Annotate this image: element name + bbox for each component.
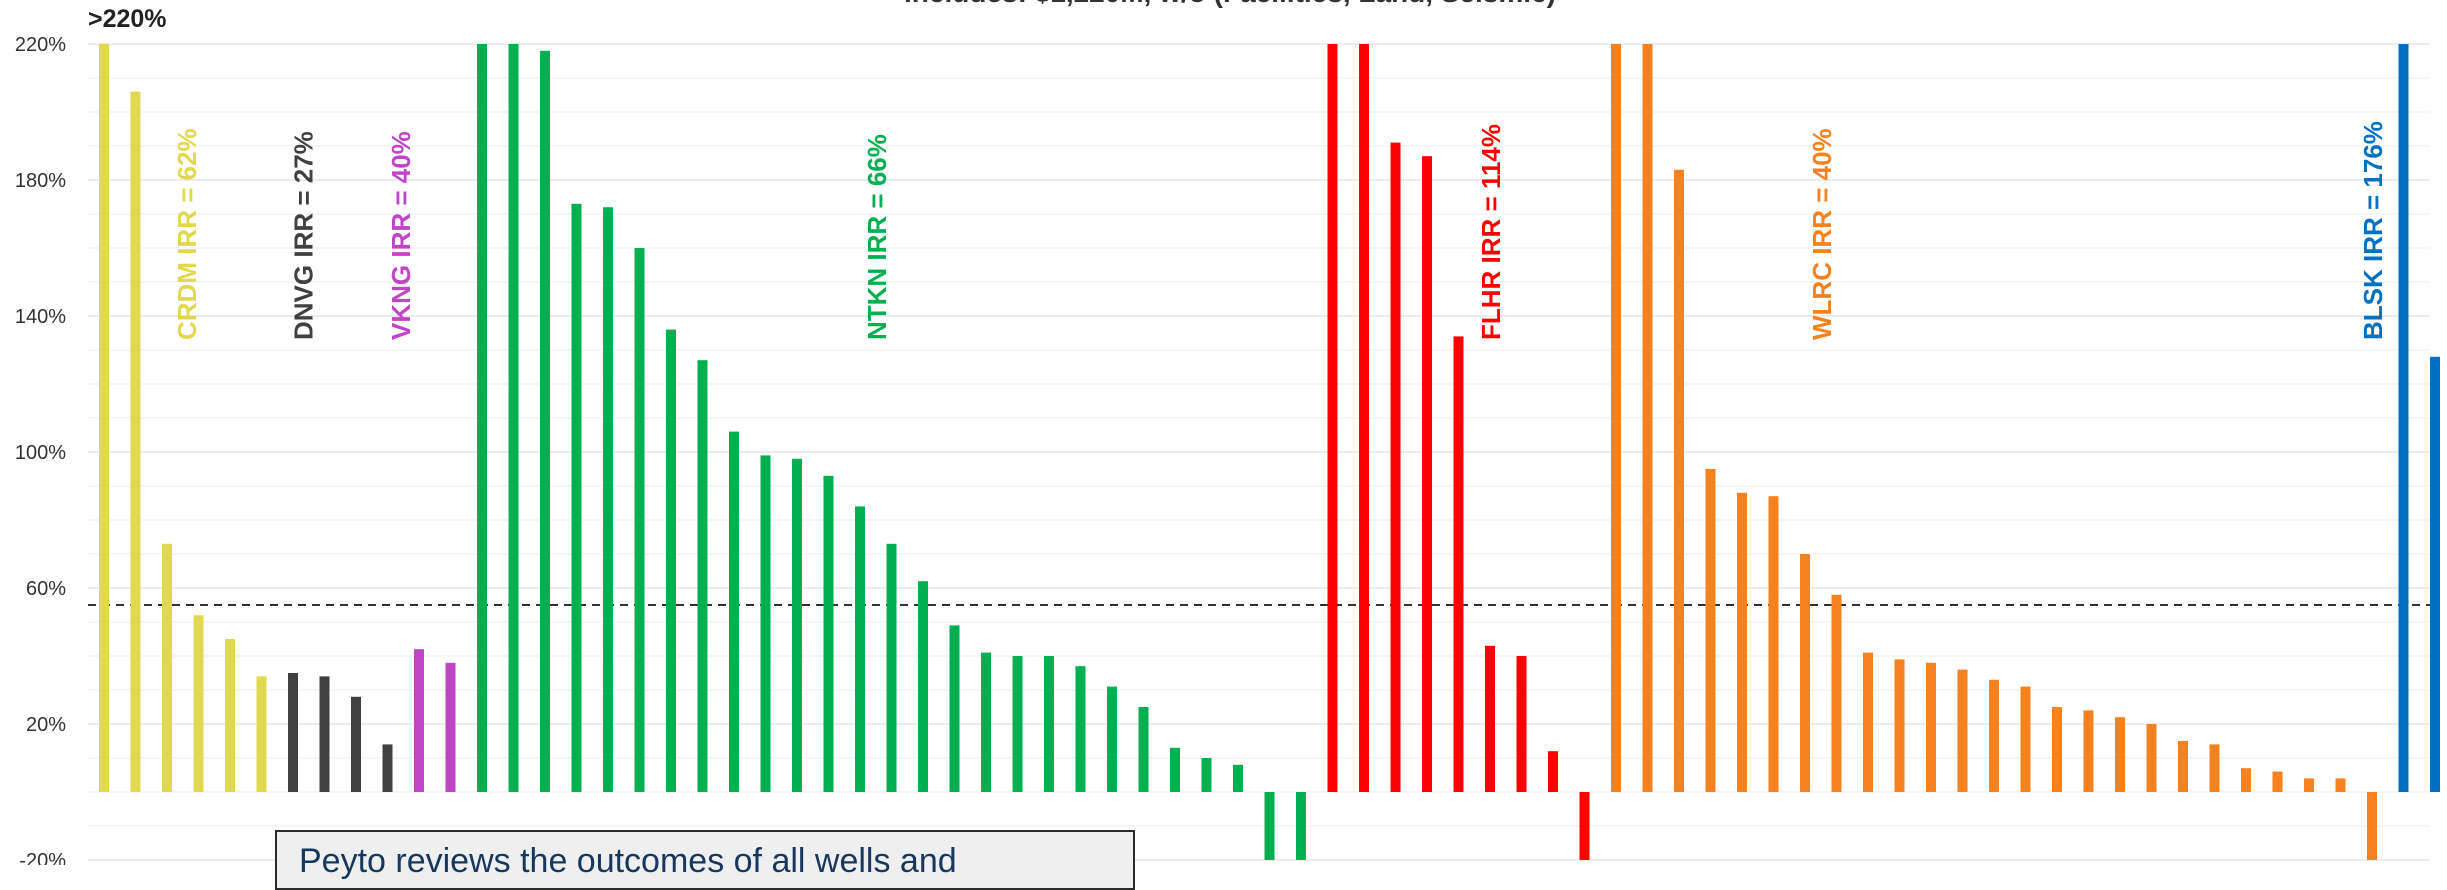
bar <box>729 431 739 792</box>
bar <box>949 625 960 792</box>
y-tick-label: 20% <box>26 714 66 736</box>
bar <box>2335 778 2346 792</box>
bars <box>99 44 2440 860</box>
bar <box>414 649 424 792</box>
bar <box>351 696 361 792</box>
series-label: BLSK IRR = 176% <box>2358 121 2388 340</box>
bar <box>1863 652 1873 792</box>
bar <box>1516 656 1527 792</box>
y-tick-label: 140% <box>15 306 66 328</box>
bar <box>1296 792 1306 860</box>
bar <box>2241 768 2251 792</box>
bar <box>1012 656 1023 792</box>
bar <box>162 543 172 792</box>
bar <box>1264 792 1275 860</box>
bar <box>319 676 330 792</box>
chart-subtitle: Includes: $1,220M, w/o (Facilities, Land… <box>904 0 1556 8</box>
bar <box>445 662 456 792</box>
bar <box>477 44 487 792</box>
bar <box>2398 44 2409 792</box>
series-label: DNVG IRR = 27% <box>288 131 318 340</box>
note-text: Peyto reviews the outcomes of all wells … <box>299 842 957 880</box>
bar <box>256 676 267 792</box>
bar <box>1926 662 1936 792</box>
bar <box>1453 336 1464 792</box>
bar <box>792 458 802 792</box>
bar <box>1075 666 1086 792</box>
bar <box>508 44 519 792</box>
y-tick-label: 60% <box>26 578 66 600</box>
bar <box>2083 710 2094 792</box>
bar <box>1422 156 1432 792</box>
series-label: WLRC IRR = 40% <box>1807 128 1837 340</box>
bar <box>1674 169 1684 793</box>
bar <box>1233 764 1243 792</box>
bar <box>2304 778 2314 792</box>
bar <box>855 506 865 792</box>
y-tick-label: 180% <box>15 170 66 192</box>
bar <box>760 455 771 792</box>
bar <box>1768 496 1779 792</box>
bar <box>2209 744 2220 792</box>
series-labels: CRDM IRR = 62% DNVG IRR = 27% VKNG IRR = 4… <box>172 121 2388 340</box>
bar <box>1579 792 1590 860</box>
bar <box>1548 751 1558 792</box>
bar <box>918 581 928 792</box>
bar <box>886 543 897 792</box>
bar <box>2020 686 2031 792</box>
bar <box>1957 669 1968 792</box>
bar <box>1642 44 1653 792</box>
bar <box>382 744 393 792</box>
bar <box>2052 707 2062 792</box>
y-axis-ticks: -20% 20% 60% 100% 140% 180% 220% <box>15 34 66 865</box>
series-label: NTKN IRR = 66% <box>862 134 892 340</box>
note-box: Peyto reviews the outcomes of all wells … <box>275 830 1135 890</box>
bar <box>1359 44 1369 792</box>
bar <box>571 203 582 793</box>
series-label: FLHR IRR = 114% <box>1476 124 1506 340</box>
bar <box>823 475 834 792</box>
bar <box>1989 679 1999 792</box>
bar <box>1611 44 1621 792</box>
bar <box>1044 656 1054 792</box>
bar <box>1737 492 1747 792</box>
bar <box>130 91 141 793</box>
bar <box>225 639 235 792</box>
bar <box>540 50 550 793</box>
bar <box>1894 659 1905 792</box>
bar <box>2115 717 2125 792</box>
bar <box>697 360 708 792</box>
bar <box>1831 594 1842 792</box>
bar <box>1800 554 1810 792</box>
bar <box>99 44 109 792</box>
gridlines <box>88 43 2430 861</box>
y-tick-label: 100% <box>15 442 66 464</box>
bar <box>2430 356 2440 792</box>
irr-bar-chart: Includes: $1,220M, w/o (Facilities, Land… <box>15 0 2440 865</box>
bar <box>2146 724 2157 792</box>
bar <box>2178 741 2188 792</box>
bar <box>1705 469 1716 792</box>
bar <box>1170 747 1180 792</box>
series-label: CRDM IRR = 62% <box>172 128 202 340</box>
bar <box>1390 142 1401 793</box>
bar <box>1201 758 1212 792</box>
bar <box>981 652 991 792</box>
bar <box>603 207 613 792</box>
y-tick-label: -20% <box>19 850 66 865</box>
bar <box>634 248 645 792</box>
top-overflow-note: >220% <box>88 5 167 33</box>
series-label: VKNG IRR = 40% <box>386 131 416 340</box>
bar <box>193 615 204 792</box>
bar <box>1327 44 1338 792</box>
bar <box>1107 686 1117 792</box>
bar <box>1138 707 1149 792</box>
y-tick-label: 220% <box>15 34 66 56</box>
bar <box>288 673 298 792</box>
bar <box>2367 792 2377 860</box>
bar <box>666 329 676 792</box>
bar <box>2272 771 2283 792</box>
bar <box>1485 645 1495 792</box>
